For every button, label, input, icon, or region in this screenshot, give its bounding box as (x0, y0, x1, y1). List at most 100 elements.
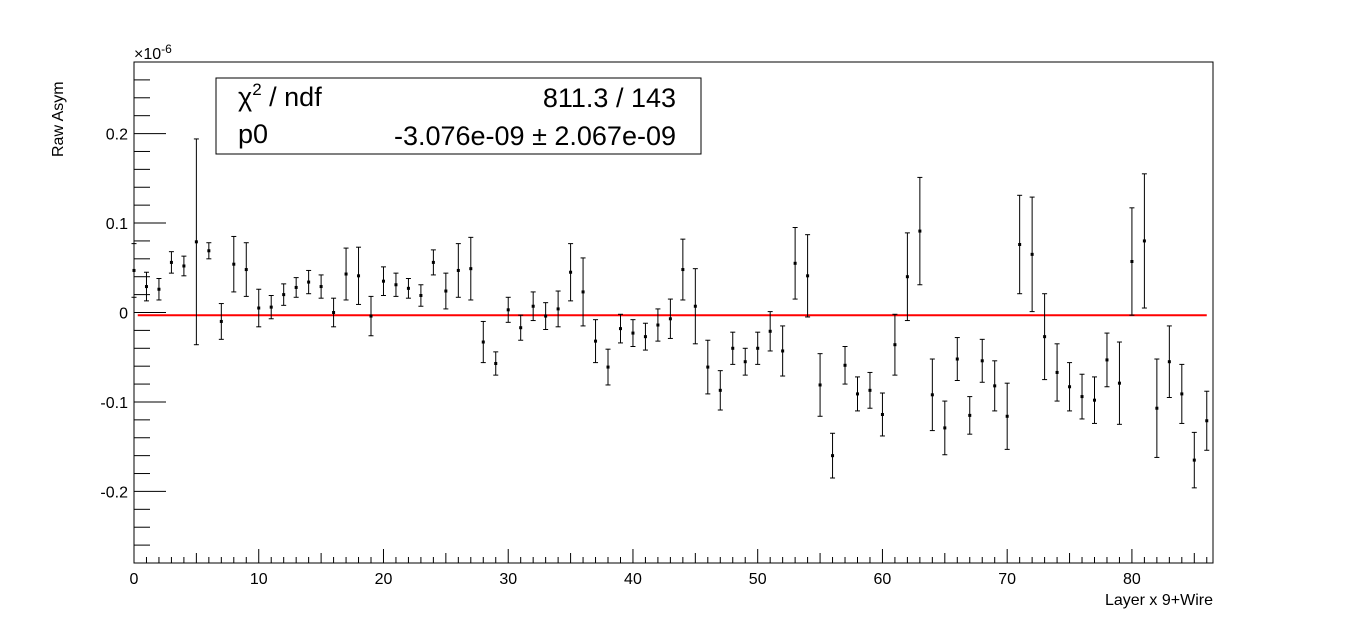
data-point (942, 400, 948, 456)
data-marker (556, 307, 560, 311)
data-marker (1205, 419, 1209, 423)
data-marker (955, 357, 959, 361)
data-point (1017, 194, 1023, 295)
data-marker (693, 304, 697, 308)
data-marker (406, 286, 410, 290)
data-marker (768, 329, 772, 333)
data-point (792, 227, 798, 300)
data-marker (369, 314, 373, 318)
data-marker (169, 260, 173, 264)
data-point (1054, 343, 1060, 402)
data-marker (444, 289, 448, 293)
data-point (405, 278, 411, 299)
data-point (655, 308, 661, 342)
data-point (917, 176, 923, 286)
data-point (1029, 196, 1035, 313)
data-marker (1130, 260, 1134, 264)
stats-box-frame (215, 77, 702, 155)
x-tick-label: 50 (749, 571, 767, 588)
stats-p0-label: p0 (238, 119, 268, 149)
data-marker (1018, 243, 1022, 247)
data-marker (781, 349, 785, 353)
data-marker (506, 308, 510, 312)
data-marker (831, 454, 835, 458)
data-point (331, 297, 337, 328)
data-marker (531, 304, 535, 308)
data-marker (357, 274, 361, 278)
data-marker (144, 285, 148, 289)
data-marker (194, 240, 198, 244)
data-point (418, 284, 424, 307)
data-marker (631, 331, 635, 335)
data-point (642, 322, 648, 351)
data-point (1104, 332, 1110, 388)
data-point (1067, 362, 1073, 412)
data-point (630, 319, 636, 347)
data-marker (569, 270, 573, 274)
data-point (904, 232, 910, 322)
data-point (867, 371, 873, 409)
data-point (156, 278, 162, 301)
data-point (929, 358, 935, 432)
data-point (854, 376, 860, 412)
data-marker (980, 359, 984, 363)
data-point (480, 320, 486, 364)
x-tick-label: 30 (499, 571, 517, 588)
data-point (218, 303, 224, 340)
data-point (1004, 382, 1010, 450)
data-point (1204, 390, 1210, 451)
data-point (742, 347, 748, 376)
data-point (243, 242, 249, 297)
data-marker (257, 306, 261, 310)
data-marker (943, 426, 947, 430)
data-point (680, 238, 686, 301)
data-point (293, 277, 299, 298)
y-exponent-label: ×10-6 (134, 42, 172, 63)
data-point (705, 339, 711, 395)
data-point (430, 249, 436, 276)
data-point (967, 396, 973, 435)
data-point (1129, 207, 1135, 316)
data-point (593, 319, 599, 364)
data-point (380, 266, 386, 297)
data-marker (905, 275, 909, 279)
data-point (767, 311, 773, 352)
data-marker (1167, 360, 1171, 364)
data-point (206, 242, 212, 260)
data-marker (893, 343, 897, 347)
data-point (830, 432, 836, 479)
data-marker (269, 305, 273, 309)
data-point (543, 302, 549, 330)
data-marker (594, 339, 598, 343)
data-point (1091, 376, 1097, 424)
data-marker (481, 340, 485, 344)
data-point (992, 360, 998, 412)
axis-ticks (133, 79, 1208, 563)
x-tick-label: 60 (874, 571, 892, 588)
data-point (443, 272, 449, 310)
data-point (1191, 431, 1197, 489)
stats-chi2-label: χ2 / ndf (238, 80, 322, 112)
axis-tick-labels: 0 10 20 30 40 50 60 70 80 -0.2 -0.1 0 0.1 0.2 (100, 127, 1140, 588)
data-marker (1080, 395, 1084, 399)
data-point (1154, 358, 1160, 458)
data-point (1166, 325, 1172, 398)
data-marker (1068, 385, 1072, 389)
data-point (692, 268, 698, 345)
data-point (730, 331, 736, 365)
data-point (505, 296, 511, 323)
data-point (168, 251, 174, 274)
data-marker (294, 285, 298, 289)
data-marker (656, 323, 660, 327)
data-point (555, 290, 561, 328)
data-point (1179, 363, 1185, 424)
data-point (306, 269, 312, 295)
data-point (268, 295, 274, 320)
data-marker (1092, 398, 1096, 402)
data-marker (818, 383, 822, 387)
data-marker (643, 335, 647, 339)
data-point (493, 351, 499, 376)
data-point (181, 255, 187, 277)
data-marker (519, 326, 523, 330)
x-tick-label: 0 (130, 571, 139, 588)
